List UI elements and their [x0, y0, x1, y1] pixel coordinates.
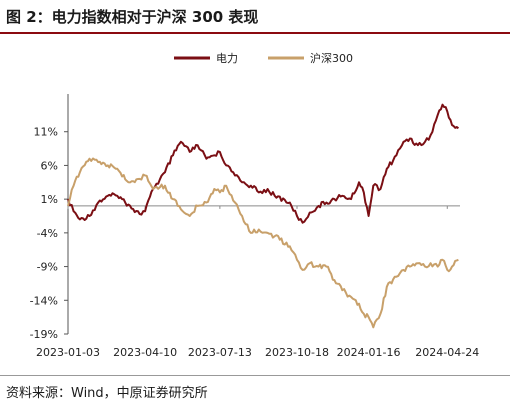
x-tick-label: 2024-04-24: [415, 346, 479, 359]
csi300-series-line: [67, 157, 459, 329]
y-tick-label: -14%: [30, 294, 58, 307]
line-chart: 电力 沪深300 11% 6% 1% -4% -9% -14% -19% 2023-01-03 2…: [30, 51, 480, 359]
figure-title: 图 2：电力指数相对于沪深 300 表现: [6, 8, 259, 26]
y-tick-label: 11%: [34, 126, 58, 139]
power-series-line: [67, 103, 460, 224]
legend-label-power: 电力: [216, 52, 238, 65]
title-rule: [0, 32, 510, 34]
y-tick-label: 1%: [41, 193, 58, 206]
x-tick-label: 2023-10-18: [265, 346, 329, 359]
x-tick-label: 2023-01-03: [36, 346, 100, 359]
x-tick-label: 2024-01-16: [337, 346, 401, 359]
plot-lines: [67, 103, 460, 329]
x-tick-label: 2023-07-13: [188, 346, 252, 359]
y-tick-label: -4%: [37, 227, 58, 240]
source-note: 资料来源：Wind，中原证券研究所: [6, 386, 208, 401]
legend: 电力 沪深300: [174, 51, 353, 65]
x-tick-label: 2023-04-10: [113, 346, 177, 359]
chart-axes: 11% 6% 1% -4% -9% -14% -19% 2023-01-03 2023-04-1…: [30, 94, 479, 359]
y-tick-label: 6%: [41, 159, 58, 172]
y-tick-label: -9%: [37, 261, 58, 274]
y-tick-label: -19%: [30, 328, 58, 341]
legend-label-csi300: 沪深300: [310, 51, 353, 65]
source-rule: [0, 375, 510, 376]
